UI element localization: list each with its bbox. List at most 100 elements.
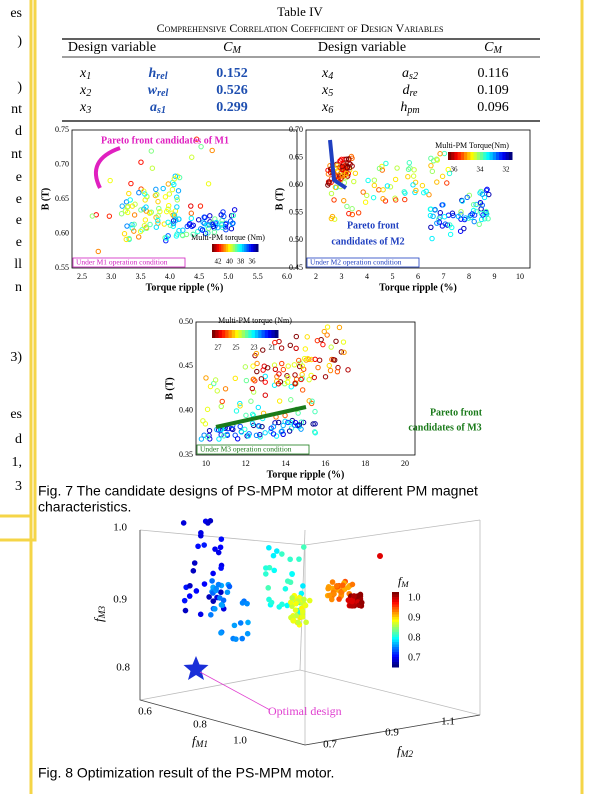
condition-label: Under M1 operation condition: [76, 258, 168, 267]
decor-point: [165, 181, 171, 187]
decor-point: [394, 165, 400, 171]
decor-point: [118, 211, 125, 217]
decor-point: [237, 400, 243, 407]
decor-point: [174, 204, 180, 210]
decor-point: [413, 187, 419, 194]
colorbar-cell: [245, 330, 249, 338]
table-cell: hrel: [149, 66, 168, 82]
decor-point: [188, 203, 194, 209]
decor-point: [242, 426, 248, 432]
decor-point: [326, 592, 333, 599]
decor-point: [233, 408, 240, 414]
decor-point: [218, 630, 224, 636]
decor-point: [298, 376, 304, 383]
decor-point: [299, 371, 305, 378]
decor-point: [300, 419, 307, 426]
colorbar-cell: [392, 612, 399, 615]
decor-point: [198, 530, 204, 536]
x-tick-label: 4.0: [165, 272, 175, 281]
decor-point: [327, 367, 334, 374]
decor-point: [207, 518, 214, 524]
figure-caption: Fig. 8 Optimization result of the PS-MPM…: [38, 765, 334, 781]
decor-point: [255, 404, 262, 411]
table-header-symbol: C: [484, 40, 494, 55]
colorbar-cell: [480, 152, 484, 160]
decor-point: [276, 371, 282, 377]
decor-point: [131, 212, 138, 218]
decor-point: [138, 159, 144, 165]
decor-point: [349, 581, 356, 588]
condition-label: Under M2 operation condition: [310, 258, 402, 267]
decor-point: [329, 579, 336, 585]
colorbar-tick: 21: [269, 344, 277, 352]
decor-point: [344, 203, 350, 210]
decor-point: [349, 598, 355, 605]
pareto-label: Pareto front: [430, 407, 483, 418]
decor-point: [328, 215, 335, 222]
decor-point: [351, 593, 357, 599]
x-axis-label: Torque ripple (%): [379, 282, 457, 293]
decor-point: [205, 225, 212, 231]
side-fragment: n: [15, 280, 22, 295]
condition-box: [72, 257, 186, 268]
z-tick-label: 0.8: [116, 662, 130, 674]
condition-box: [196, 444, 310, 455]
decor-point: [199, 227, 206, 233]
decor-point: [484, 186, 490, 193]
decor-point: [299, 614, 306, 620]
side-fragment: e: [16, 235, 22, 250]
decor-point: [290, 618, 296, 624]
decor-point: [344, 165, 350, 171]
pareto-label: candidates of M3: [408, 422, 481, 433]
decor-point: [243, 377, 250, 384]
side-fragment: 1,: [12, 455, 23, 470]
decor-point: [193, 136, 200, 142]
decor-point: [163, 238, 169, 244]
decor-point: [243, 412, 249, 419]
y-tick-label: 0.45: [289, 263, 303, 272]
decor-point: [264, 365, 271, 371]
colorbar-cell: [392, 617, 399, 620]
table-cell: hpm: [400, 100, 419, 116]
decor-point: [458, 209, 464, 215]
side-fragment: nt: [11, 102, 22, 117]
colorbar-cell: [239, 244, 243, 252]
decor-point: [312, 356, 318, 363]
decor-point: [190, 231, 196, 238]
decor-point: [217, 544, 224, 551]
colorbar-cell: [248, 244, 252, 252]
colorbar-cell: [486, 152, 491, 160]
decor-point: [405, 173, 411, 180]
decor-point: [244, 600, 250, 607]
decor-point: [358, 599, 365, 606]
decor-point: [288, 384, 294, 390]
condition-label: Under M3 operation condition: [200, 445, 292, 454]
decor-point: [219, 398, 225, 405]
decor-point: [270, 431, 277, 437]
decor-point: [210, 570, 216, 577]
decor-point: [434, 220, 440, 226]
decor-point: [300, 544, 307, 550]
decor-point: [334, 368, 341, 375]
decor-point: [260, 347, 266, 353]
decor-point: [449, 210, 456, 216]
decor-point: [180, 227, 186, 233]
colorbar-cell: [241, 244, 245, 252]
colorbar-tick: 23: [251, 344, 259, 352]
decor-point: [219, 222, 225, 228]
decor-point: [301, 366, 307, 372]
decor-point: [127, 197, 133, 203]
table-header-sub: M: [492, 45, 502, 56]
decor-point: [461, 225, 467, 232]
decor-point: [202, 230, 209, 237]
decor-point: [270, 552, 277, 559]
x-tick-label: 4: [365, 272, 369, 281]
decor-point: [132, 201, 138, 207]
decor-point: [426, 192, 432, 198]
colorbar-cell: [214, 244, 218, 252]
colorbar-cell: [489, 152, 494, 160]
decor-point: [311, 374, 317, 381]
side-fragment: ): [17, 34, 22, 49]
z-tick-label: 0.9: [113, 594, 127, 606]
decor-point: [279, 360, 285, 367]
